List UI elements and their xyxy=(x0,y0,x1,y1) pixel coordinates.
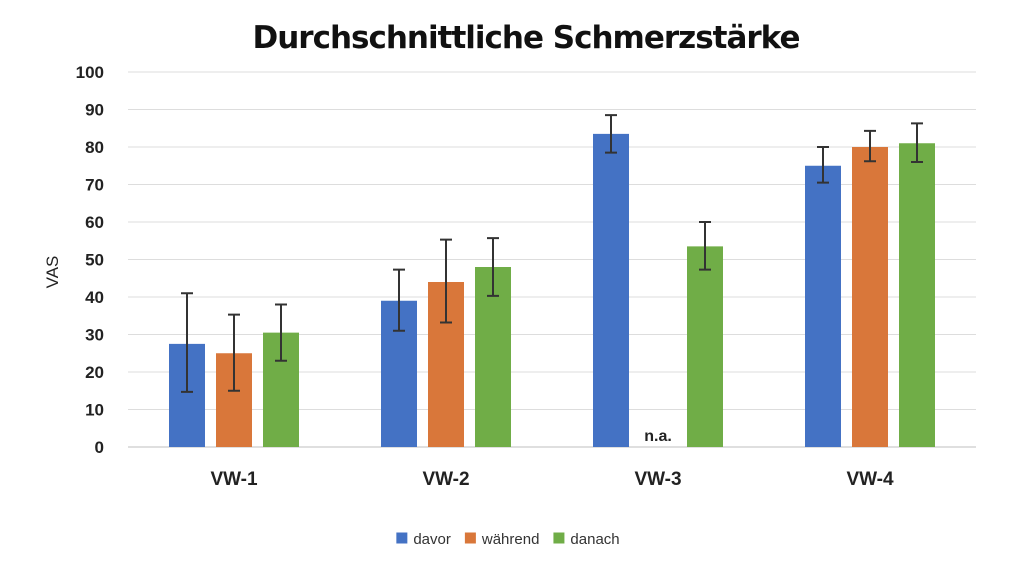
annotations: n.a. xyxy=(644,428,672,445)
y-tick-label: 0 xyxy=(95,438,104,457)
y-tick-label: 70 xyxy=(85,176,104,195)
bar xyxy=(852,147,888,447)
y-tick-label: 40 xyxy=(85,288,104,307)
x-tick-label: VW-3 xyxy=(634,469,681,490)
legend-swatch xyxy=(553,532,565,544)
y-tick-label: 60 xyxy=(85,213,104,232)
legend-swatch xyxy=(464,532,476,544)
legend-swatch xyxy=(396,532,408,544)
gridlines xyxy=(128,71,976,448)
y-tick-label: 50 xyxy=(85,251,104,270)
bars xyxy=(169,133,935,447)
y-tick-label: 90 xyxy=(85,101,104,120)
y-tick-label: 30 xyxy=(85,326,104,345)
y-axis-label: VAS xyxy=(43,256,62,289)
legend-label: danach xyxy=(570,531,619,548)
y-axis-ticks: 0 10 20 30 40 50 60 70 80 90 100 xyxy=(76,63,104,457)
error-bars xyxy=(181,114,923,393)
x-tick-label: VW-1 xyxy=(210,469,258,490)
x-tick-label: VW-4 xyxy=(846,469,894,490)
legend: davor während danach xyxy=(396,531,620,548)
bar xyxy=(687,246,723,447)
y-tick-label: 10 xyxy=(85,401,104,420)
x-tick-label: VW-2 xyxy=(422,469,469,490)
bar xyxy=(593,133,629,447)
legend-label: davor xyxy=(413,531,451,548)
y-tick-label: 80 xyxy=(85,138,104,157)
annotation-label: n.a. xyxy=(644,428,672,445)
bar xyxy=(899,143,935,447)
y-tick-label: 20 xyxy=(85,363,104,382)
x-axis-ticks: VW-1 VW-2 VW-3 VW-4 xyxy=(210,469,894,490)
legend-label: während xyxy=(481,531,540,548)
y-tick-label: 100 xyxy=(76,63,104,82)
bar xyxy=(475,267,511,447)
chart-title: Durchschnittliche Schmerzstärke xyxy=(253,20,800,56)
bar xyxy=(805,165,841,447)
